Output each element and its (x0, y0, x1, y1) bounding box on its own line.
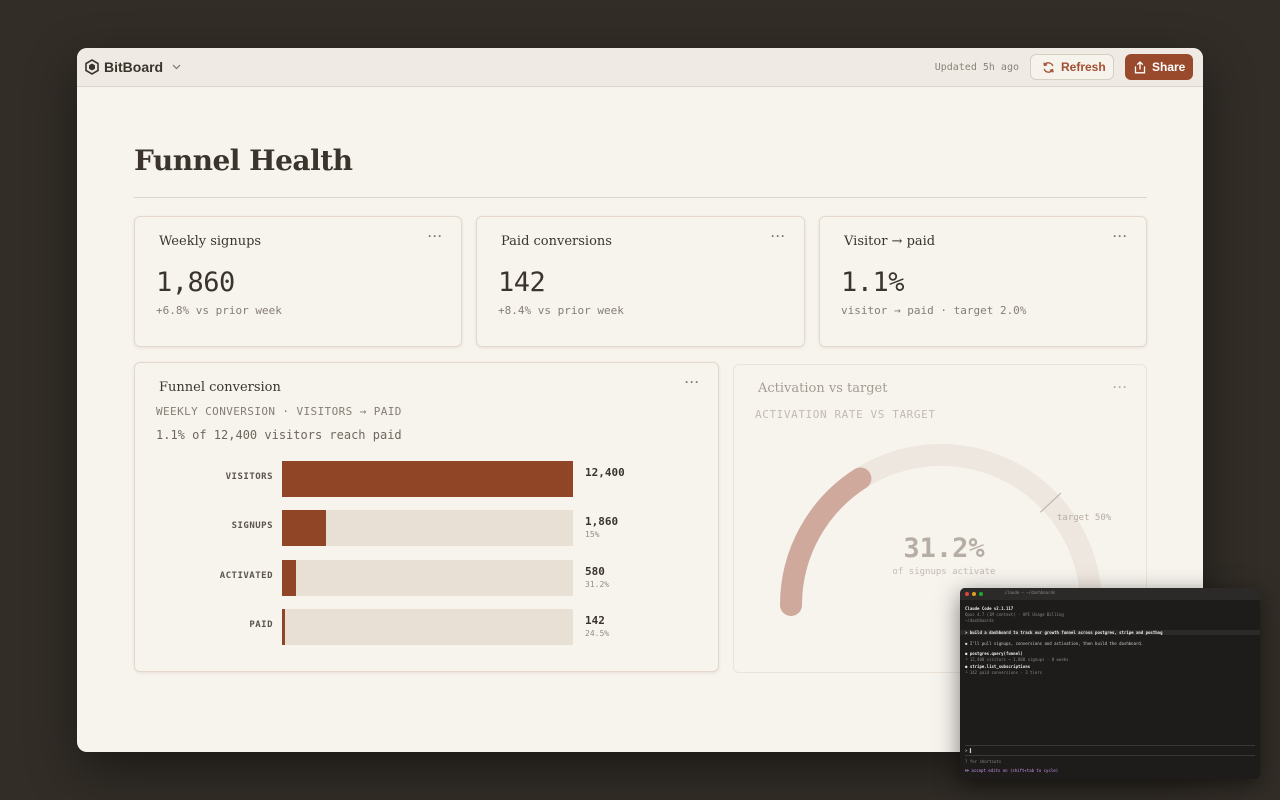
funnel-stage-pct: 15% (585, 530, 600, 539)
gauge-target-label: target 50% (1057, 513, 1112, 523)
page-title: Funnel Health (134, 144, 353, 177)
funnel-bar-fill (282, 560, 296, 596)
kpi-title: Weekly signups (159, 234, 262, 249)
terminal-line: Claude Code v2.1.117 (965, 606, 1014, 611)
funnel-bar-track (282, 461, 573, 497)
card-menu-button[interactable]: ··· (771, 229, 786, 243)
share-label: Share (1152, 60, 1186, 74)
card-menu-button[interactable]: ··· (1113, 380, 1128, 394)
terminal-line: ~/dashboards (965, 618, 994, 623)
funnel-stage-pct: 31.2% (585, 580, 610, 589)
terminal-titlebar: claude — ~/dashboards (960, 588, 1260, 600)
terminal-line: > build a dashboard to track our growth … (960, 630, 1260, 635)
share-button[interactable]: Share (1125, 54, 1193, 80)
minimize-dot-icon[interactable] (972, 592, 976, 596)
card-subtitle: WEEKLY CONVERSION · VISITORS → PAID (156, 405, 402, 418)
terminal-prompt-input[interactable]: > ▌ (965, 748, 973, 753)
gauge-value: 31.2% (903, 533, 985, 564)
terminal-title: claude — ~/dashboards (1004, 590, 1056, 595)
gauge-target-marker (1040, 492, 1062, 513)
funnel-stage-value: 1,860 (585, 515, 619, 528)
bitboard-logo-icon (85, 59, 99, 75)
terminal-line: └ 142 paid conversions · 3 tiers (965, 670, 1043, 675)
kpi-subtext: visitor → paid · target 2.0% (841, 304, 1027, 317)
card-menu-button[interactable]: ··· (428, 229, 443, 243)
terminal-line: Opus 4.7 (1M context) · API Usage Billin… (965, 612, 1064, 617)
workspace-switcher[interactable]: BitBoard (85, 59, 181, 75)
funnel-stage-value: 580 (585, 565, 605, 578)
funnel-row-visitors: VISITORS 12,400 (135, 461, 720, 497)
funnel-bar-fill (282, 461, 573, 497)
card-menu-button[interactable]: ··· (685, 375, 700, 389)
terminal-window[interactable]: claude — ~/dashboards Claude Code v2.1.1… (960, 588, 1260, 779)
funnel-bar-track (282, 609, 573, 645)
kpi-title: Visitor → paid (844, 234, 936, 249)
funnel-bar-fill (282, 609, 285, 645)
card-title: Funnel conversion (159, 380, 281, 395)
kpi-value: 1,860 (156, 267, 235, 298)
app-name: BitBoard (104, 59, 164, 75)
kpi-value: 142 (498, 267, 546, 298)
card-menu-button[interactable]: ··· (1113, 229, 1128, 243)
kpi-value: 1.1% (841, 267, 905, 298)
gauge-fill (780, 467, 872, 616)
dashboard-content: Funnel Health Weekly signups ··· 1,860 +… (134, 87, 1147, 673)
funnel-bar-track (282, 560, 573, 596)
funnel-stage-value: 142 (585, 614, 605, 627)
funnel-conversion-card: Funnel conversion ··· WEEKLY CONVERSION … (134, 362, 719, 672)
card-title: Activation vs target (758, 381, 888, 396)
funnel-stage-label: ACTIVATED (219, 571, 273, 581)
kpi-card-weekly-signups: Weekly signups ··· 1,860 +6.8% vs prior … (134, 216, 462, 347)
terminal-line: ● stripe.list_subscriptions (965, 664, 1031, 669)
kpi-subtext: +8.4% vs prior week (498, 304, 624, 317)
dashboard-window: BitBoard Updated 5h ago Refresh Share Fu… (77, 48, 1203, 752)
close-dot-icon[interactable] (965, 592, 969, 596)
activation-gauge (780, 444, 1102, 616)
funnel-summary: 1.1% of 12,400 visitors reach paid (156, 428, 402, 442)
kpi-card-visitor-to-paid: Visitor → paid ··· 1.1% visitor → paid ·… (819, 216, 1147, 347)
terminal-mode-hint: ⏵⏵ accept edits on (shift+tab to cycle) (965, 768, 1059, 773)
funnel-stage-label: PAID (249, 620, 273, 630)
funnel-stage-label: SIGNUPS (231, 521, 273, 531)
funnel-stage-pct: 24.5% (585, 629, 610, 638)
card-subtitle: ACTIVATION RATE VS TARGET (755, 408, 936, 421)
kpi-card-paid-conversions: Paid conversions ··· 142 +8.4% vs prior … (476, 216, 805, 347)
gauge-caption: of signups activate (892, 567, 996, 577)
gauge-track (780, 444, 1102, 616)
funnel-row-paid: PAID 142 24.5% (135, 609, 720, 645)
prompt-divider (965, 755, 1255, 756)
refresh-label: Refresh (1061, 60, 1106, 74)
funnel-stage-value: 12,400 (585, 466, 625, 479)
funnel-bar-fill (282, 510, 326, 546)
funnel-bar-track (282, 510, 573, 546)
zoom-dot-icon[interactable] (979, 592, 983, 596)
share-icon (1134, 60, 1146, 74)
terminal-hint: ? for shortcuts (965, 759, 1002, 764)
kpi-title: Paid conversions (501, 234, 612, 249)
kpi-subtext: +6.8% vs prior week (156, 304, 282, 317)
funnel-row-activated: ACTIVATED 580 31.2% (135, 560, 720, 596)
funnel-stage-label: VISITORS (225, 472, 273, 482)
top-bar: BitBoard Updated 5h ago Refresh Share (77, 48, 1203, 87)
terminal-line: ● I'll pull signups, conversions and act… (965, 641, 1144, 646)
updated-status: Updated 5h ago (934, 61, 1019, 73)
funnel-row-signups: SIGNUPS 1,860 15% (135, 510, 720, 546)
terminal-line: ● postgres.query(funnel) (965, 651, 1023, 656)
terminal-line: └ 12,400 visitors → 1,860 signups · 8 we… (965, 657, 1069, 662)
refresh-button[interactable]: Refresh (1030, 54, 1114, 80)
refresh-icon (1042, 61, 1055, 74)
title-divider (134, 197, 1147, 198)
prompt-divider (965, 745, 1255, 746)
chevron-down-icon (168, 64, 181, 70)
